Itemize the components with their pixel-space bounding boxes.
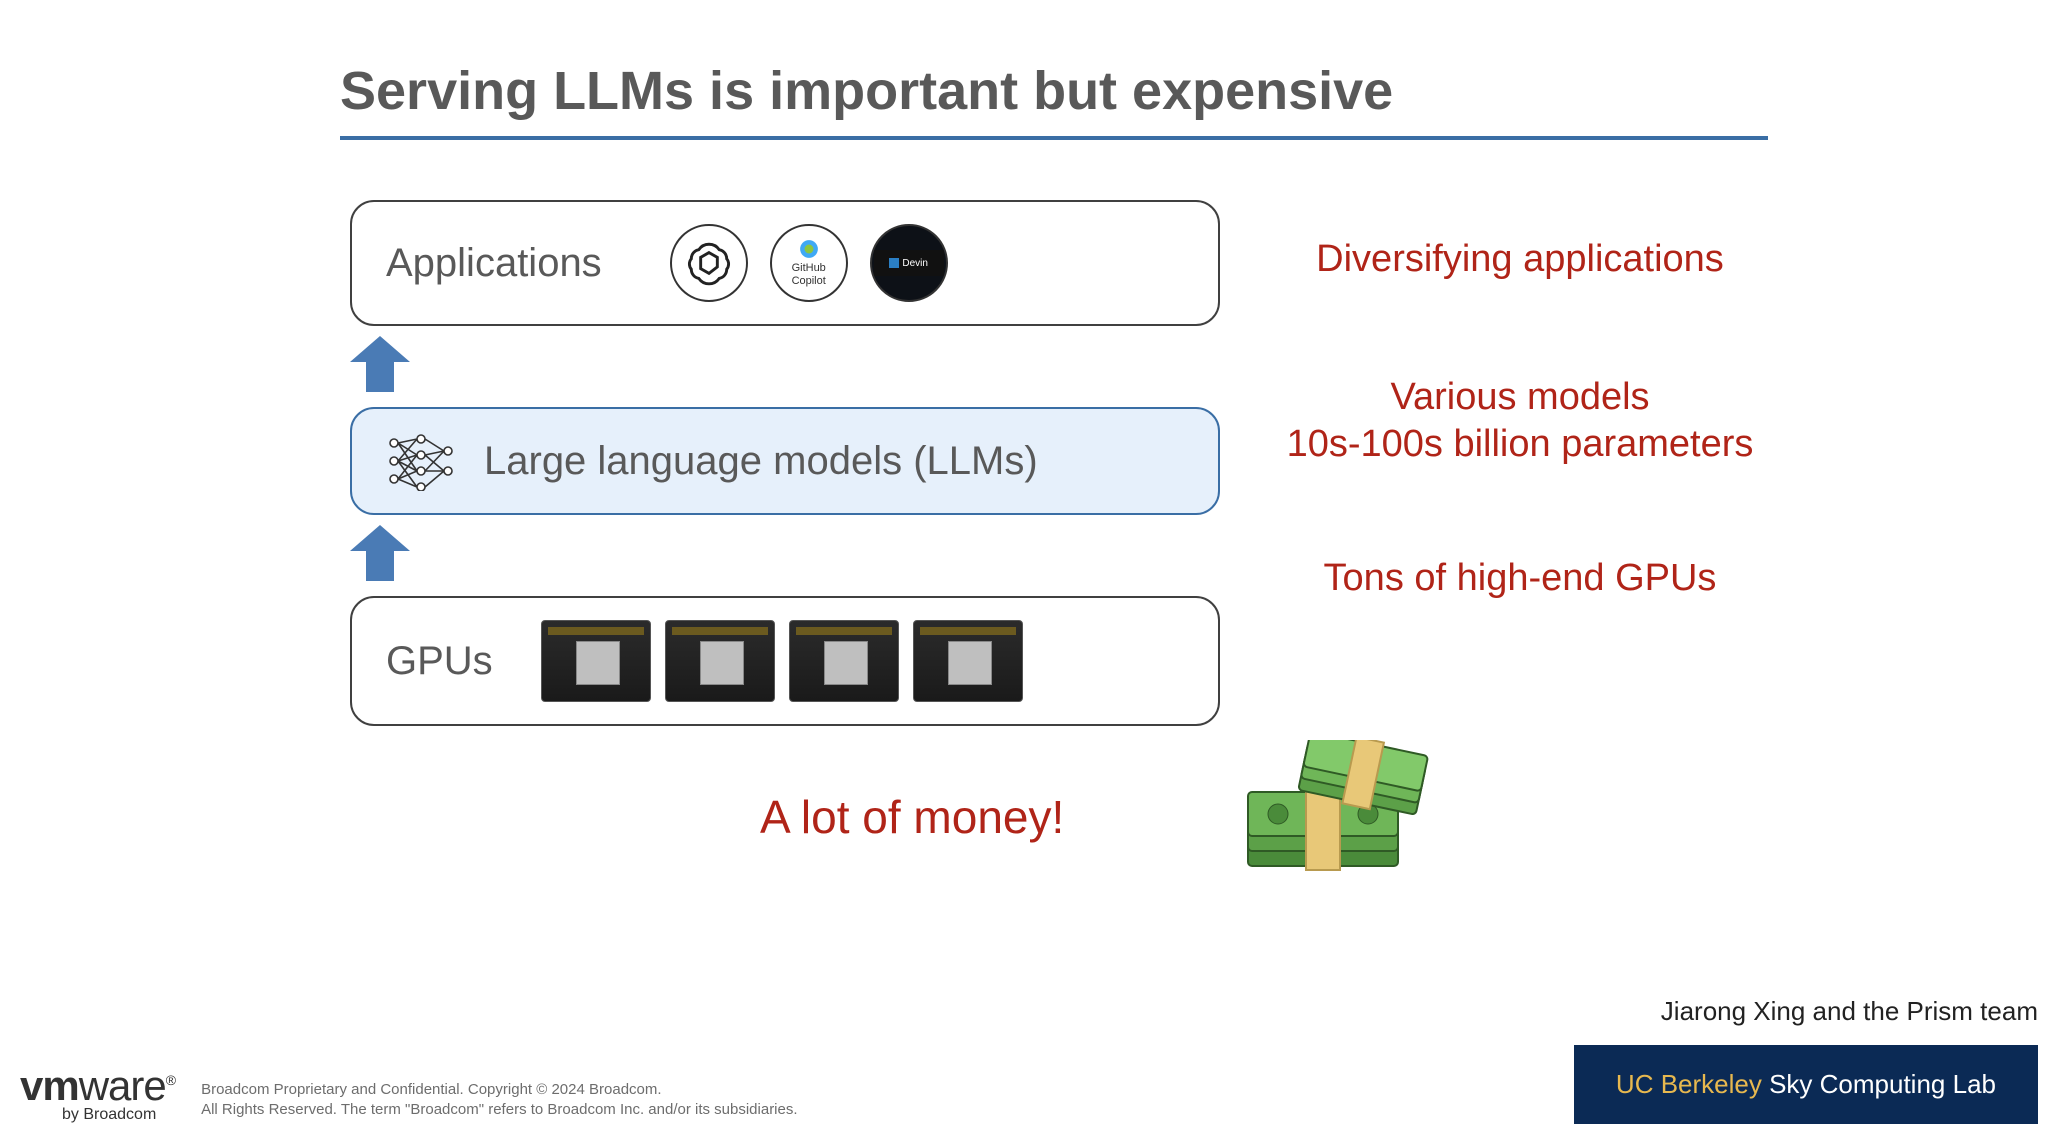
slide-title: Serving LLMs is important but expensive <box>340 60 1998 122</box>
gpu-icon <box>541 620 651 702</box>
annotation-llms: Various models 10s-100s billion paramete… <box>1280 374 1760 469</box>
arrow-up-2 <box>350 525 410 581</box>
gpu-icons <box>541 620 1023 702</box>
gpu-icon <box>665 620 775 702</box>
legal-text: Broadcom Proprietary and Confidential. C… <box>201 1080 797 1121</box>
lab-badge: UC Berkeley Sky Computing Lab <box>1574 1045 2038 1124</box>
github-copilot-icon: GitHubCopilot <box>770 224 848 302</box>
vmware-byline: by Broadcom <box>62 1106 156 1124</box>
vmware-logo-block: vmware® by Broadcom <box>20 1062 175 1124</box>
neural-network-icon <box>386 431 456 491</box>
annotation-applications: Diversifying applications <box>1280 236 1760 284</box>
money-stack-icon <box>1240 740 1430 880</box>
annotations: Diversifying applications Various models… <box>1280 200 2040 602</box>
gpus-box: GPUs <box>350 596 1220 726</box>
applications-box: Applications GitHubCopilot <box>350 200 1220 326</box>
gpu-icon <box>913 620 1023 702</box>
right-footer: Jiarong Xing and the Prism team UC Berke… <box>1574 996 2038 1124</box>
lab-rest: Sky Computing Lab <box>1762 1069 1996 1099</box>
legal-line-2: All Rights Reserved. The term "Broadcom"… <box>201 1101 797 1118</box>
llms-label: Large language models (LLMs) <box>484 439 1038 484</box>
lab-ucb: UC Berkeley <box>1616 1069 1762 1099</box>
openai-icon <box>670 224 748 302</box>
annotation-gpus: Tons of high-end GPUs <box>1280 555 1760 603</box>
legal-line-1: Broadcom Proprietary and Confidential. C… <box>201 1081 661 1098</box>
gpu-icon <box>789 620 899 702</box>
devin-icon: Devin <box>870 224 948 302</box>
applications-icons: GitHubCopilot Devin <box>670 224 948 302</box>
annotation-llms-line1: Various models <box>1390 376 1649 418</box>
annotation-llms-line2: 10s-100s billion parameters <box>1287 423 1754 465</box>
arrow-up-1 <box>350 336 410 392</box>
title-underline <box>340 136 1768 140</box>
slide: Serving LLMs is important but expensive … <box>0 0 2058 1138</box>
money-text: A lot of money! <box>760 790 1064 844</box>
layer-stack: Applications GitHubCopilot <box>350 200 1220 726</box>
gpus-label: GPUs <box>386 639 493 684</box>
credits: Jiarong Xing and the Prism team <box>1574 996 2038 1027</box>
vmware-logo: vmware® <box>20 1062 175 1110</box>
llms-box: Large language models (LLMs) <box>350 407 1220 515</box>
applications-label: Applications <box>386 241 602 286</box>
